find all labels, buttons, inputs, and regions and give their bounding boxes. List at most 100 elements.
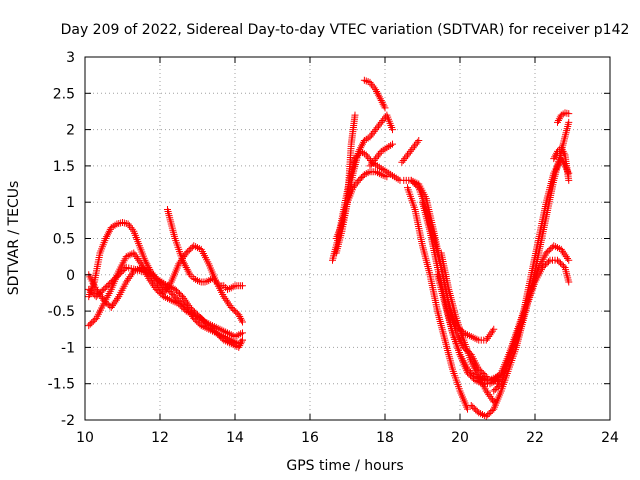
data-point [186,309,194,317]
data-point [102,235,110,242]
data-point [170,292,178,300]
data-point [539,264,546,272]
data-point [174,288,182,296]
data-point [184,248,192,256]
data-point [239,282,246,290]
data-point [107,278,115,286]
data-point [544,248,552,256]
data-point [555,115,563,123]
data-point [373,87,381,95]
data-point [109,277,117,285]
y-tick-label: 3 [66,50,75,66]
data-point [401,155,409,163]
data-point [151,273,159,281]
data-point [552,151,560,159]
data-point [238,316,246,324]
data-point [357,144,365,152]
data-point [131,251,139,259]
data-point [404,151,411,159]
y-tick-label: 0.5 [53,232,75,248]
data-point [173,295,181,303]
data-point [490,376,498,384]
y-tick-label: -2 [61,413,75,429]
data-point [152,274,160,282]
data-point [132,253,140,261]
data-point [374,91,382,99]
chart-title: Day 209 of 2022, Sidereal Day-to-day VTE… [61,22,630,38]
y-axis-label: SDTVAR / TECUs [6,181,22,296]
data-point [194,311,201,319]
data-point [88,319,96,327]
data-point [106,280,114,288]
data-point [198,315,206,323]
data-point [179,258,187,266]
data-point [381,104,389,112]
series-arc-c5 [434,271,501,388]
data-point [378,98,386,106]
data-point [367,131,375,139]
data-point [179,293,186,301]
data-point [377,118,385,126]
data-point [179,301,187,309]
series-arc-c11 [550,144,573,184]
data-point [114,294,121,302]
x-tick-label: 12 [151,430,169,446]
data-point [100,296,108,304]
data-point [104,229,112,237]
data-point [235,311,243,319]
data-point [154,276,162,284]
data-point [182,249,190,257]
data-point [97,293,105,301]
data-point [472,406,480,414]
data-point [484,334,491,342]
data-point [565,110,573,118]
data-point [167,289,175,297]
x-tick-label: 20 [451,430,469,446]
data-point [486,392,494,400]
data-point [236,313,244,321]
data-point [376,149,384,157]
data-point [412,140,420,148]
data-point [92,285,100,293]
data-point [482,412,490,420]
data-point [490,325,498,333]
data-point [485,391,493,399]
data-point [166,280,174,288]
data-point [166,287,174,295]
data-point [487,394,495,402]
data-point [134,254,141,262]
data-point [554,118,561,126]
data-point [195,312,203,320]
data-point [365,155,373,163]
data-point [180,260,188,268]
data-point [161,283,169,291]
data-point [184,305,191,313]
x-tick-label: 24 [601,430,619,446]
data-point [126,273,134,281]
data-point [91,316,99,324]
data-point [136,258,144,266]
data-point [551,153,559,161]
data-point [172,293,180,301]
data-point [191,316,199,324]
data-point [175,296,183,304]
data-point [367,80,375,88]
data-point [89,317,97,325]
data-point [125,274,133,282]
data-point [555,258,563,266]
data-point [176,298,184,306]
data-point [104,231,111,239]
data-point [380,102,388,110]
data-point [143,260,151,268]
data-point [489,327,496,335]
data-point [375,93,383,101]
data-point [103,233,111,241]
data-point [192,309,200,317]
data-point [411,142,419,150]
data-point [362,151,370,159]
data-point [239,318,246,326]
series-arc-c12 [554,109,573,126]
data-point [409,144,417,152]
data-point [558,146,566,154]
